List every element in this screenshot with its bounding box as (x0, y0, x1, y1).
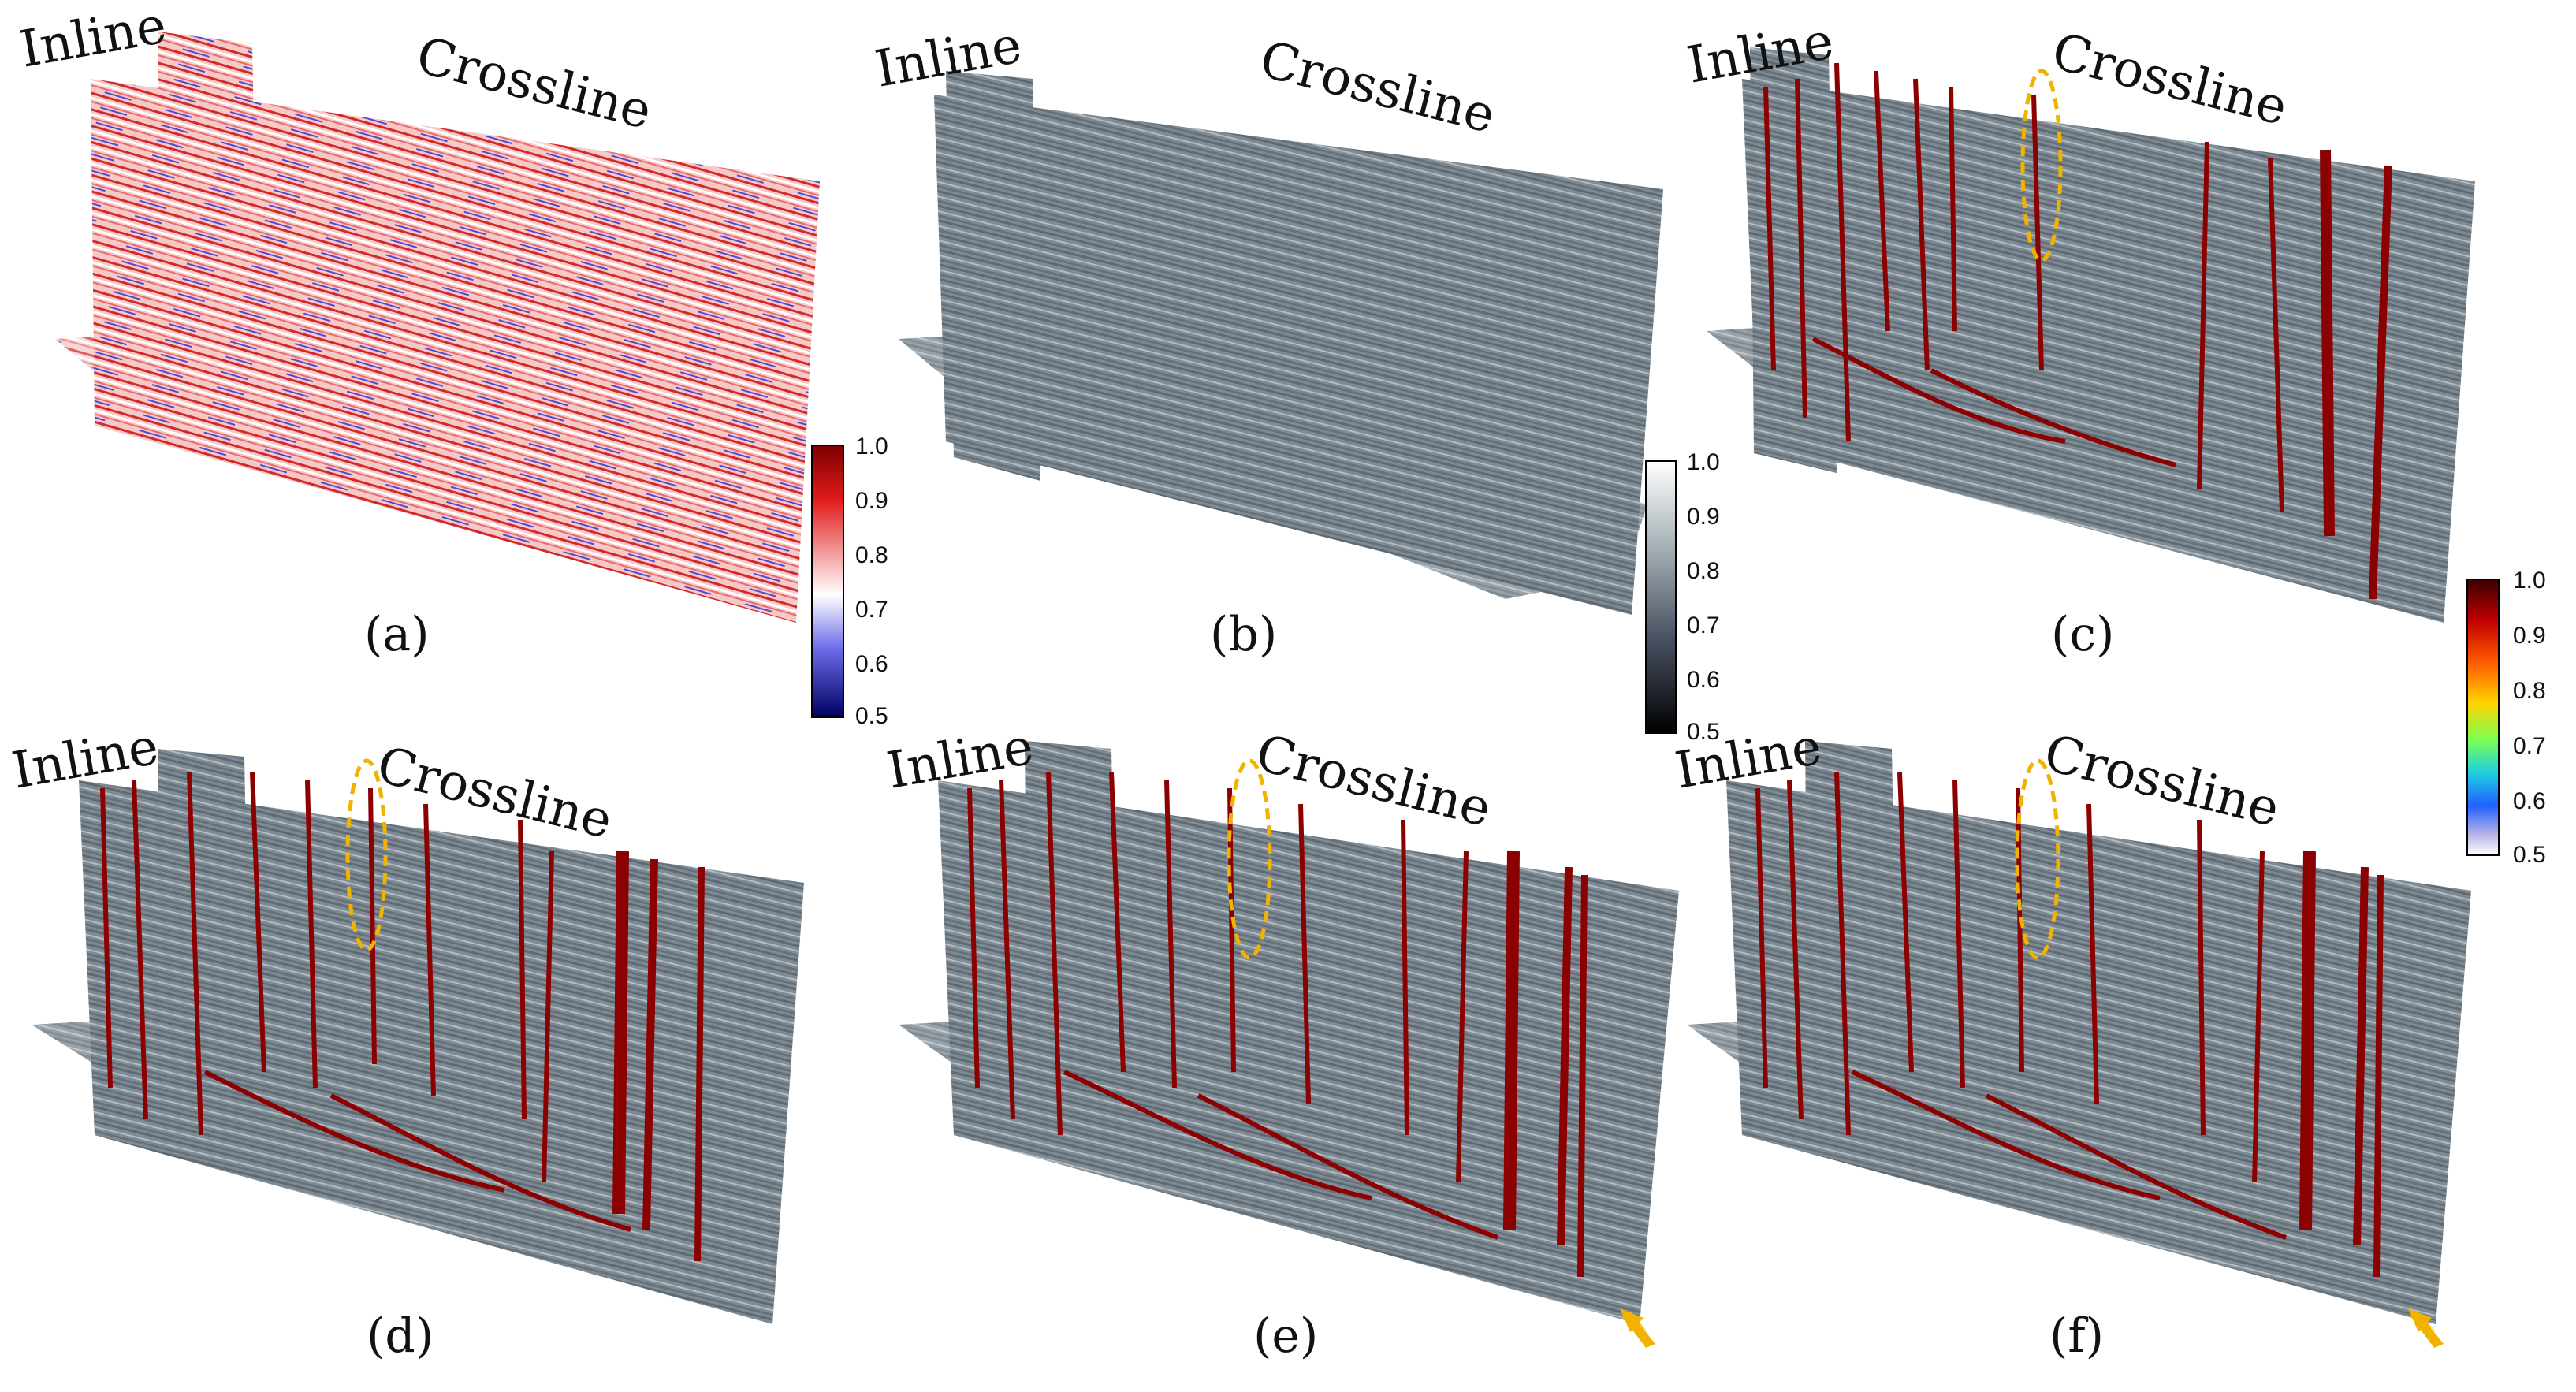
highlight-ellipse (2015, 758, 2060, 960)
colorbar-tick: 0.9 (855, 488, 888, 514)
crossline-label: Crossline (1254, 31, 1501, 145)
colorbar-tick: 0.7 (855, 597, 888, 623)
colorbar-tick: 0.7 (2513, 733, 2546, 759)
panel-caption: (c) (2051, 607, 2114, 662)
highlight-ellipse (345, 758, 388, 952)
colorbar-tick: 0.9 (2513, 623, 2546, 649)
fault-lines (967, 772, 1588, 1278)
arrow-head (2408, 1308, 2432, 1332)
panel-f: Inline Crossline (f) (1671, 717, 2471, 1364)
crossline-label: Crossline (2046, 23, 2293, 137)
colorbar-tick: 0.6 (2513, 788, 2546, 814)
panel-d: Inline Crossline (d) (8, 717, 804, 1364)
time-slice (55, 331, 796, 568)
crossline-label: Crossline (411, 27, 657, 141)
inline-label: Inline (8, 717, 163, 800)
colorbar-tick: 1.0 (1687, 449, 1720, 475)
time-slice (1687, 1017, 2444, 1269)
panel-caption: (b) (1210, 607, 1277, 662)
panel-caption: (f) (2049, 1308, 2104, 1364)
colorbar-tick: 1.0 (855, 434, 888, 460)
fault-lines (1755, 772, 2384, 1278)
colorbar-tick: 0.8 (1687, 558, 1720, 584)
panel-b: Inline Crossline (b) (871, 16, 1663, 662)
colorbar-grey: 1.0 0.9 0.8 0.7 0.6 0.5 (1645, 449, 1720, 745)
inline-label: Inline (16, 0, 171, 80)
colorbar-tick: 0.6 (855, 651, 888, 677)
fault-lines (1763, 62, 2392, 600)
highlight-ellipse (1227, 758, 1272, 960)
time-slice (899, 331, 1647, 599)
panel-c: Inline Crossline (c) (1683, 12, 2475, 662)
panel-caption: (a) (364, 607, 430, 662)
panel-caption: (e) (1253, 1308, 1318, 1364)
highlight-ellipse (2020, 69, 2063, 262)
panel-e: Inline Crossline (e) (883, 717, 1679, 1364)
colorbar-tick: 0.6 (1687, 667, 1720, 693)
panel-a: Inline Crossline (a) (16, 0, 820, 662)
arrow-head (1620, 1308, 1644, 1332)
colorbar-seismic: 1.0 0.9 0.8 0.7 0.6 0.5 (811, 434, 888, 729)
panel-caption: (d) (367, 1308, 434, 1364)
time-slice (1707, 323, 2451, 575)
colorbar-tick: 0.7 (1687, 612, 1720, 638)
colorbar-gradient (811, 445, 844, 718)
crossline-label: Crossline (1250, 724, 1497, 839)
colorbar-gradient (2466, 579, 2500, 856)
colorbar-jet: 1.0 0.9 0.8 0.7 0.6 0.5 (2466, 568, 2546, 868)
colorbar-tick: 0.5 (1687, 719, 1720, 745)
colorbar-gradient (1645, 460, 1677, 734)
colorbar-tick: 0.8 (2513, 678, 2546, 704)
colorbar-tick: 0.5 (2513, 842, 2546, 868)
colorbar-tick: 0.8 (855, 542, 888, 568)
colorbar-tick: 0.9 (1687, 504, 1720, 530)
inline-label: Inline (883, 717, 1038, 800)
crossline-label: Crossline (2038, 724, 2285, 839)
colorbar-tick: 0.5 (855, 703, 888, 729)
fault-lines (100, 772, 705, 1262)
colorbar-tick: 1.0 (2513, 568, 2546, 594)
